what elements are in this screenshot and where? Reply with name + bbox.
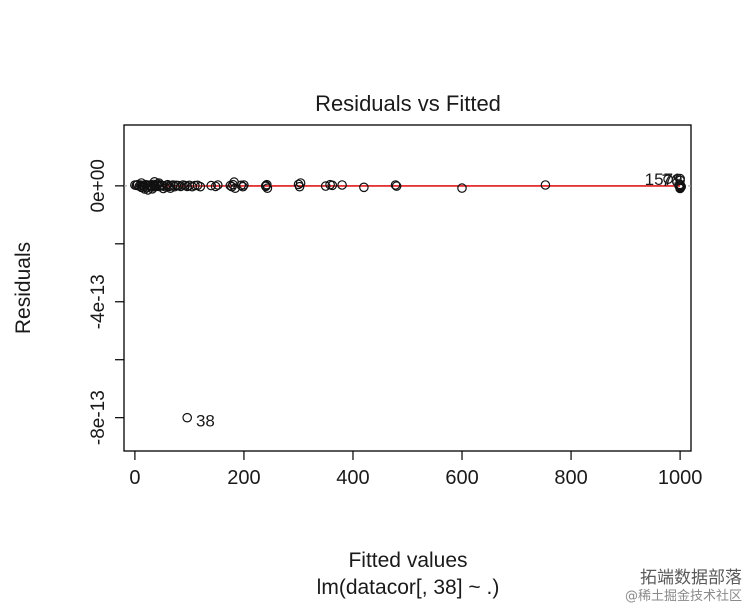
y-tick-label: -4e-13 xyxy=(88,274,109,329)
y-tick-label: 0e+00 xyxy=(88,159,109,212)
residual-point xyxy=(675,175,685,186)
watermark-line-2: @稀土掘金技术社区 xyxy=(624,589,742,604)
residual-point xyxy=(168,180,178,190)
plot-frame xyxy=(123,124,692,452)
residual-point xyxy=(391,181,402,191)
residual-point xyxy=(165,183,176,193)
point-label-76: 76 xyxy=(662,171,681,190)
y-axis-label: Residuals xyxy=(12,242,35,334)
residual-point xyxy=(327,180,338,191)
residual-point xyxy=(262,183,273,193)
chart-title: Residuals vs Fitted xyxy=(315,91,501,116)
residual-point xyxy=(457,183,467,193)
x-axis-sublabel: lm(datacor[, 38] ~ .) xyxy=(317,576,500,599)
residual-point xyxy=(210,181,221,192)
residual-points xyxy=(130,173,686,423)
residual-point xyxy=(239,180,249,190)
point-label-38: 38 xyxy=(196,412,215,431)
x-axis: 0 200 400 600 800 1000 xyxy=(129,451,702,489)
residual-point xyxy=(149,177,160,187)
residual-point xyxy=(337,180,347,190)
x-tick-label: 400 xyxy=(336,467,369,489)
x-tick-label: 600 xyxy=(445,467,478,489)
residual-point xyxy=(182,412,192,423)
residual-point xyxy=(390,180,401,190)
residual-point xyxy=(238,181,248,192)
x-tick-label: 0 xyxy=(129,467,140,489)
x-tick-label: 800 xyxy=(554,467,587,489)
residual-point xyxy=(154,178,164,188)
residual-point xyxy=(195,181,206,192)
residual-point xyxy=(295,178,306,188)
residual-point xyxy=(147,184,158,194)
x-axis-label: Fitted values xyxy=(348,549,467,572)
x-tick-label: 200 xyxy=(227,467,260,489)
watermark-line-1: 拓端数据部落 xyxy=(640,568,742,588)
residual-point xyxy=(663,174,673,184)
residual-point xyxy=(294,181,305,192)
y-tick-label: -8e-13 xyxy=(88,390,109,445)
residual-point xyxy=(540,180,551,190)
residual-point xyxy=(359,182,369,193)
residual-point xyxy=(260,181,271,192)
y-axis: 0e+00 -4e-13 -8e-13 xyxy=(88,159,124,445)
residual-point xyxy=(206,180,216,191)
residual-point xyxy=(136,178,147,188)
residual-point xyxy=(261,179,272,190)
residual-point xyxy=(320,181,331,191)
point-label-1579: 1579 xyxy=(645,170,683,189)
x-tick-label: 1000 xyxy=(658,467,703,489)
residual-point xyxy=(213,180,223,190)
